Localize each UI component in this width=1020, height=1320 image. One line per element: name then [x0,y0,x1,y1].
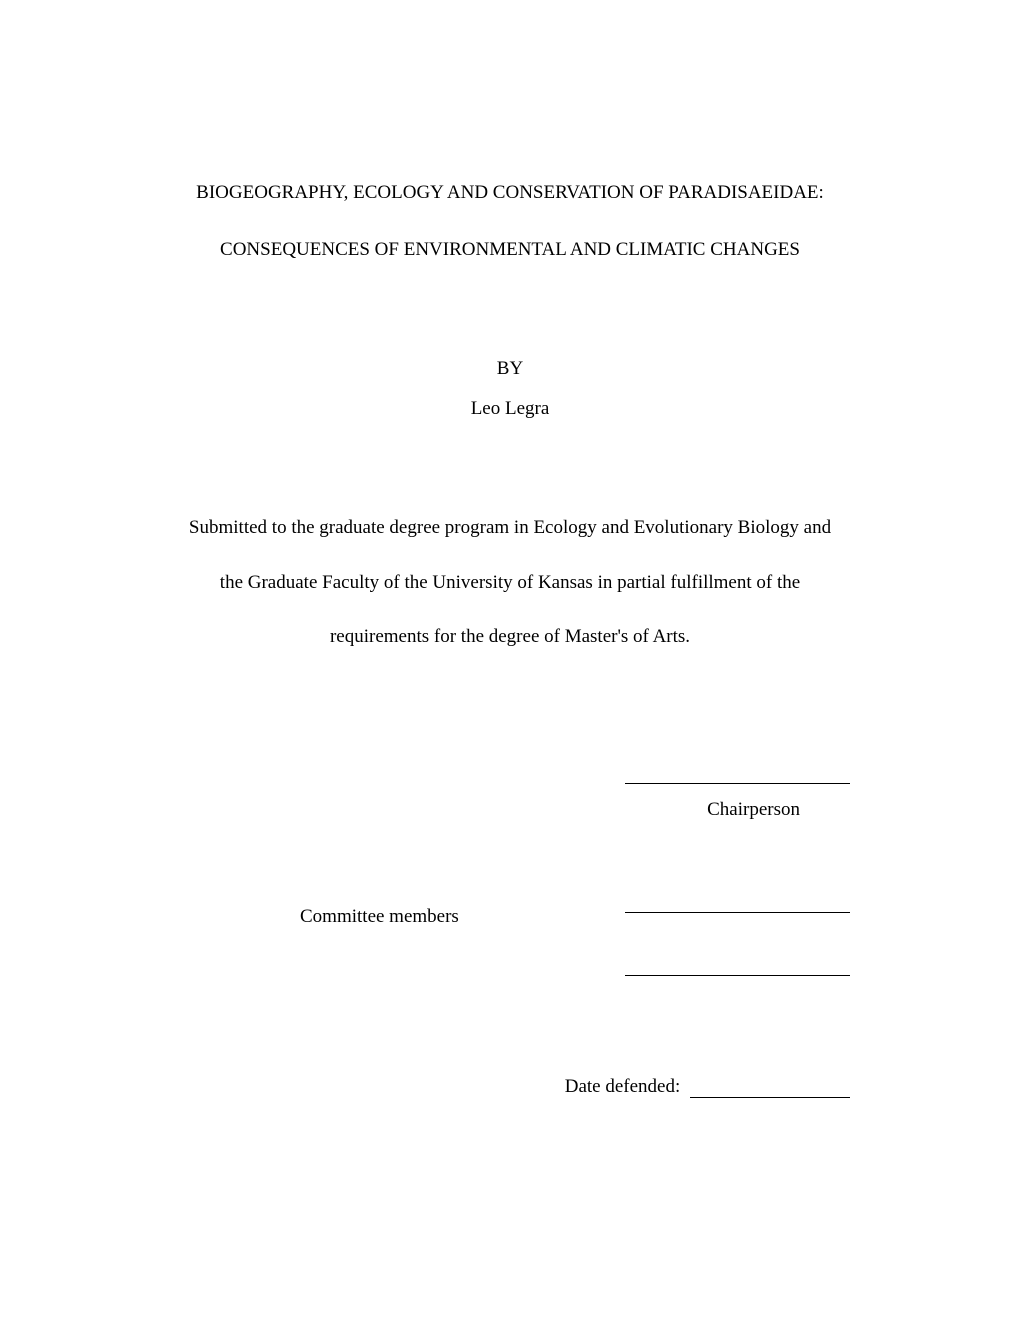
date-label: Date defended: [565,1076,681,1097]
chairperson-block: Chairperson [150,781,870,821]
signature-section: Chairperson Committee members Date defen… [150,781,870,1098]
date-signature-line [690,1097,850,1098]
by-block: BY Leo Legra [150,358,870,420]
committee-line-2-wrap [150,973,870,991]
title-block: BIOGEOGRAPHY, ECOLOGY AND CONSERVATION O… [150,180,870,263]
chairperson-signature-line [625,783,850,784]
committee-row: Committee members [150,906,870,928]
submission-block: Submitted to the graduate degree program… [150,515,870,651]
submission-line-3: requirements for the degree of Master's … [150,624,870,651]
date-row: Date defended: [150,1076,870,1098]
submission-line-2: the Graduate Faculty of the University o… [150,570,870,597]
submission-line-1: Submitted to the graduate degree program… [150,515,870,542]
committee-label: Committee members [150,906,459,928]
title-line-2: CONSEQUENCES OF ENVIRONMENTAL AND CLIMAT… [150,237,870,264]
committee-signature-line-1 [625,912,850,913]
chairperson-label: Chairperson [150,799,850,821]
committee-line-1-wrap [625,910,870,928]
committee-signature-line-2 [625,975,850,976]
by-label: BY [150,358,870,380]
title-line-1: BIOGEOGRAPHY, ECOLOGY AND CONSERVATION O… [150,180,870,207]
author-name: Leo Legra [150,398,870,420]
